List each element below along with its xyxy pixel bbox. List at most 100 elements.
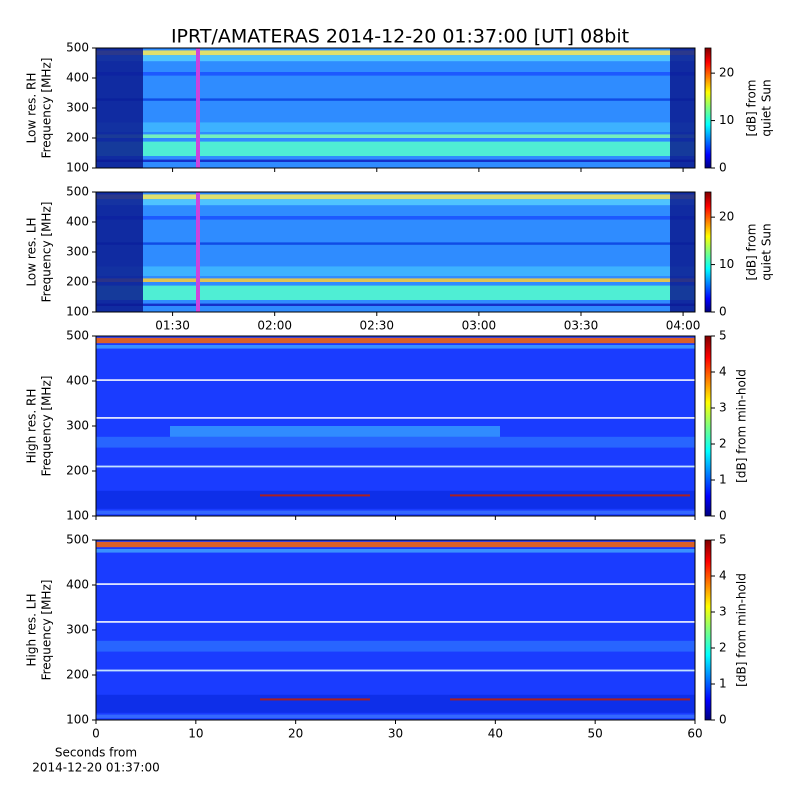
colorbar-tick-label: 0	[719, 305, 727, 319]
spectrum-edge	[670, 48, 695, 168]
y-tick-label: 400	[66, 374, 89, 388]
colorbar-tick-label: 1	[719, 677, 727, 691]
spectrum-band	[96, 669, 695, 672]
y-tick-label: 200	[66, 668, 89, 682]
x-tick-label: 02:00	[257, 319, 292, 333]
y-tick-label: 400	[66, 578, 89, 592]
colorbar-tick-label: 5	[719, 329, 727, 343]
spectrum-band	[96, 714, 695, 719]
spectrum-band	[96, 134, 695, 138]
x-tick-label: 20	[288, 727, 303, 741]
spectrum-band	[96, 141, 695, 156]
spectrum-band	[96, 199, 695, 206]
spectrum-band	[96, 541, 695, 548]
spectrum-band	[96, 55, 695, 62]
y-axis-label: Frequency [MHz]	[40, 580, 54, 681]
spectrum-band	[96, 510, 695, 515]
colorbar-tick-label: 2	[719, 641, 727, 655]
spectrum-feature	[260, 698, 370, 701]
spectrum-band	[96, 465, 695, 468]
spectrum-band	[96, 50, 695, 56]
spectrum-band	[96, 583, 695, 585]
colorbar-label: [dB] from min-hold	[735, 369, 749, 483]
x-tick-label: 0	[92, 727, 100, 741]
colorbar-tick-label: 0	[719, 713, 727, 727]
colorbar-label: [dB] from	[745, 80, 759, 137]
y-tick-label: 300	[66, 623, 89, 637]
colorbar-tick-label: 20	[719, 210, 734, 224]
spectrum-edge	[670, 192, 695, 312]
spectrum-band	[96, 98, 695, 101]
colorbar-tick-label: 3	[719, 605, 727, 619]
spectrum-noise	[96, 490, 695, 509]
y-tick-label: 500	[66, 329, 89, 343]
spectrum-band	[96, 216, 695, 220]
spectrum-noise	[96, 694, 695, 713]
y-tick-label: 400	[66, 215, 89, 229]
colorbar	[704, 335, 712, 517]
colorbar	[704, 47, 712, 169]
spectrum-feature	[260, 494, 370, 497]
spectrum-band	[96, 122, 695, 132]
x-tick-label: 01:30	[155, 319, 190, 333]
y-tick-label: 300	[66, 419, 89, 433]
y-tick-label: 100	[66, 509, 89, 523]
colorbar-label: quiet Sun	[760, 79, 774, 136]
colorbar	[704, 191, 712, 313]
colorbar-label: [dB] from min-hold	[735, 573, 749, 687]
y-axis-label: Low res. RH	[25, 73, 39, 144]
x-tick-label: 50	[588, 727, 603, 741]
y-tick-label: 500	[66, 533, 89, 547]
spectrum-band	[96, 621, 695, 623]
spectrum-band	[96, 640, 695, 652]
y-tick-label: 400	[66, 71, 89, 85]
y-tick-label: 500	[66, 41, 89, 55]
y-tick-label: 300	[66, 245, 89, 259]
spectrum-feature	[170, 426, 500, 437]
spectrum-band	[96, 436, 695, 448]
colorbar-tick-label: 0	[719, 161, 727, 175]
x-tick-label: 02:30	[359, 319, 394, 333]
x-tick-label: 40	[488, 727, 503, 741]
colorbar-tick-label: 0	[719, 509, 727, 523]
colorbar-label: [dB] from	[745, 224, 759, 281]
colorbar-tick-label: 2	[719, 437, 727, 451]
y-tick-label: 100	[66, 305, 89, 319]
spectrum-edge	[96, 48, 143, 168]
y-tick-label: 300	[66, 101, 89, 115]
x-tick-label: 60	[687, 727, 702, 741]
colorbar-tick-label: 10	[719, 257, 734, 271]
figure-title: IPRT/AMATERAS 2014-12-20 01:37:00 [UT] 0…	[171, 26, 629, 48]
y-axis-label: Frequency [MHz]	[40, 202, 54, 303]
y-tick-label: 500	[66, 185, 89, 199]
spectrum-band	[96, 159, 695, 162]
x-tick-label: 03:00	[462, 319, 497, 333]
spectrum-band	[96, 345, 695, 349]
colorbar-tick-label: 1	[719, 473, 727, 487]
spectrum-band	[96, 337, 695, 344]
spectrum-background	[96, 540, 695, 720]
y-axis-label: High res. RH	[25, 389, 39, 464]
colorbar-label: quiet Sun	[760, 223, 774, 280]
colorbar-tick-label: 4	[719, 365, 727, 379]
interference-line	[196, 48, 200, 168]
colorbar	[704, 539, 712, 721]
colorbar-tick-label: 20	[719, 66, 734, 80]
x-tick-label: 10	[188, 727, 203, 741]
y-tick-label: 200	[66, 464, 89, 478]
spectrum-band	[96, 72, 695, 76]
y-axis-label: Frequency [MHz]	[40, 58, 54, 159]
spectrum-edge	[96, 192, 143, 312]
spectrum-feature	[450, 698, 690, 701]
y-tick-label: 200	[66, 275, 89, 289]
interference-line	[196, 192, 200, 312]
spectrum-band	[96, 379, 695, 381]
x-axis-label: 2014-12-20 01:37:00	[32, 761, 159, 775]
colorbar-tick-label: 4	[719, 569, 727, 583]
spectrum-band	[96, 194, 695, 200]
spectrum-band	[96, 303, 695, 306]
y-axis-label: Low res. LH	[25, 217, 39, 286]
colorbar-tick-label: 3	[719, 401, 727, 415]
x-tick-label: 30	[388, 727, 403, 741]
y-tick-label: 100	[66, 161, 89, 175]
